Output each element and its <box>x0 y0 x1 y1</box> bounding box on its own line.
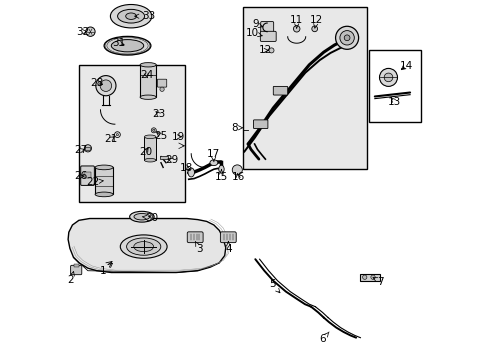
Ellipse shape <box>187 168 194 177</box>
Text: 6: 6 <box>319 332 328 344</box>
Ellipse shape <box>111 40 143 52</box>
Ellipse shape <box>125 13 136 19</box>
Ellipse shape <box>95 165 113 170</box>
Circle shape <box>232 165 242 175</box>
Ellipse shape <box>218 165 224 173</box>
Ellipse shape <box>134 213 149 220</box>
Text: 19: 19 <box>171 132 184 142</box>
Text: 30: 30 <box>142 213 158 223</box>
Circle shape <box>100 80 111 91</box>
Text: 7: 7 <box>372 276 383 287</box>
Text: 28: 28 <box>90 78 103 88</box>
Text: 23: 23 <box>152 109 165 120</box>
Circle shape <box>370 275 374 279</box>
Ellipse shape <box>120 235 167 258</box>
Ellipse shape <box>144 158 156 162</box>
Ellipse shape <box>95 192 113 197</box>
Text: 14: 14 <box>399 60 412 71</box>
Ellipse shape <box>117 9 144 23</box>
Circle shape <box>384 73 392 82</box>
Text: 10: 10 <box>245 28 262 38</box>
Circle shape <box>344 35 349 41</box>
Circle shape <box>152 129 155 131</box>
Bar <box>79 65 185 202</box>
Text: 25: 25 <box>154 131 167 141</box>
Text: 16: 16 <box>231 172 244 182</box>
Bar <box>144 137 156 160</box>
Bar <box>84 172 91 178</box>
FancyBboxPatch shape <box>253 120 267 129</box>
Text: 13: 13 <box>387 96 401 107</box>
Bar <box>95 167 113 194</box>
Text: 12: 12 <box>309 15 323 28</box>
Ellipse shape <box>104 36 151 55</box>
Text: 8: 8 <box>231 123 243 133</box>
Circle shape <box>268 48 273 53</box>
Bar <box>360 274 380 281</box>
FancyBboxPatch shape <box>81 166 94 185</box>
FancyBboxPatch shape <box>220 232 236 243</box>
Bar <box>85 147 90 150</box>
Bar <box>160 156 167 159</box>
Circle shape <box>379 68 397 86</box>
Text: 27: 27 <box>74 145 87 156</box>
Circle shape <box>335 26 358 49</box>
Bar <box>73 264 79 267</box>
FancyBboxPatch shape <box>260 22 273 33</box>
Text: 21: 21 <box>104 134 117 144</box>
Text: 24: 24 <box>140 70 153 80</box>
Ellipse shape <box>110 5 151 28</box>
Circle shape <box>84 145 91 152</box>
Text: 12: 12 <box>258 45 271 55</box>
Circle shape <box>339 31 354 45</box>
Circle shape <box>160 87 164 91</box>
FancyBboxPatch shape <box>187 232 203 243</box>
Circle shape <box>116 134 118 136</box>
Circle shape <box>293 26 299 32</box>
FancyBboxPatch shape <box>70 265 81 275</box>
Bar <box>368 50 420 122</box>
Ellipse shape <box>144 135 156 139</box>
Text: 11: 11 <box>289 15 303 28</box>
Text: 20: 20 <box>139 147 152 157</box>
Ellipse shape <box>129 211 154 222</box>
Text: 15: 15 <box>214 169 227 182</box>
Circle shape <box>96 76 116 96</box>
Text: 29: 29 <box>165 155 178 165</box>
Ellipse shape <box>140 63 156 67</box>
Text: 31: 31 <box>112 38 125 48</box>
Text: 18: 18 <box>180 163 193 173</box>
FancyBboxPatch shape <box>273 86 287 95</box>
Text: 2: 2 <box>67 271 74 285</box>
Ellipse shape <box>209 160 218 166</box>
Text: 17: 17 <box>206 149 220 162</box>
Text: 3: 3 <box>195 241 203 254</box>
Circle shape <box>362 275 366 279</box>
Text: 33: 33 <box>135 11 155 21</box>
Text: 4: 4 <box>224 241 231 254</box>
Circle shape <box>151 128 156 133</box>
Text: 5: 5 <box>269 279 279 293</box>
Text: 32: 32 <box>76 27 89 37</box>
Circle shape <box>85 27 95 36</box>
Text: 26: 26 <box>74 171 87 181</box>
Ellipse shape <box>134 242 153 252</box>
Ellipse shape <box>126 238 161 255</box>
FancyBboxPatch shape <box>157 79 166 87</box>
Bar <box>140 65 156 97</box>
Bar <box>242 7 366 169</box>
FancyBboxPatch shape <box>260 31 276 41</box>
Polygon shape <box>68 219 225 273</box>
Ellipse shape <box>140 95 156 99</box>
Text: 9: 9 <box>251 19 262 30</box>
Circle shape <box>311 26 317 32</box>
Text: 1: 1 <box>100 263 112 276</box>
Text: 22: 22 <box>86 177 103 187</box>
